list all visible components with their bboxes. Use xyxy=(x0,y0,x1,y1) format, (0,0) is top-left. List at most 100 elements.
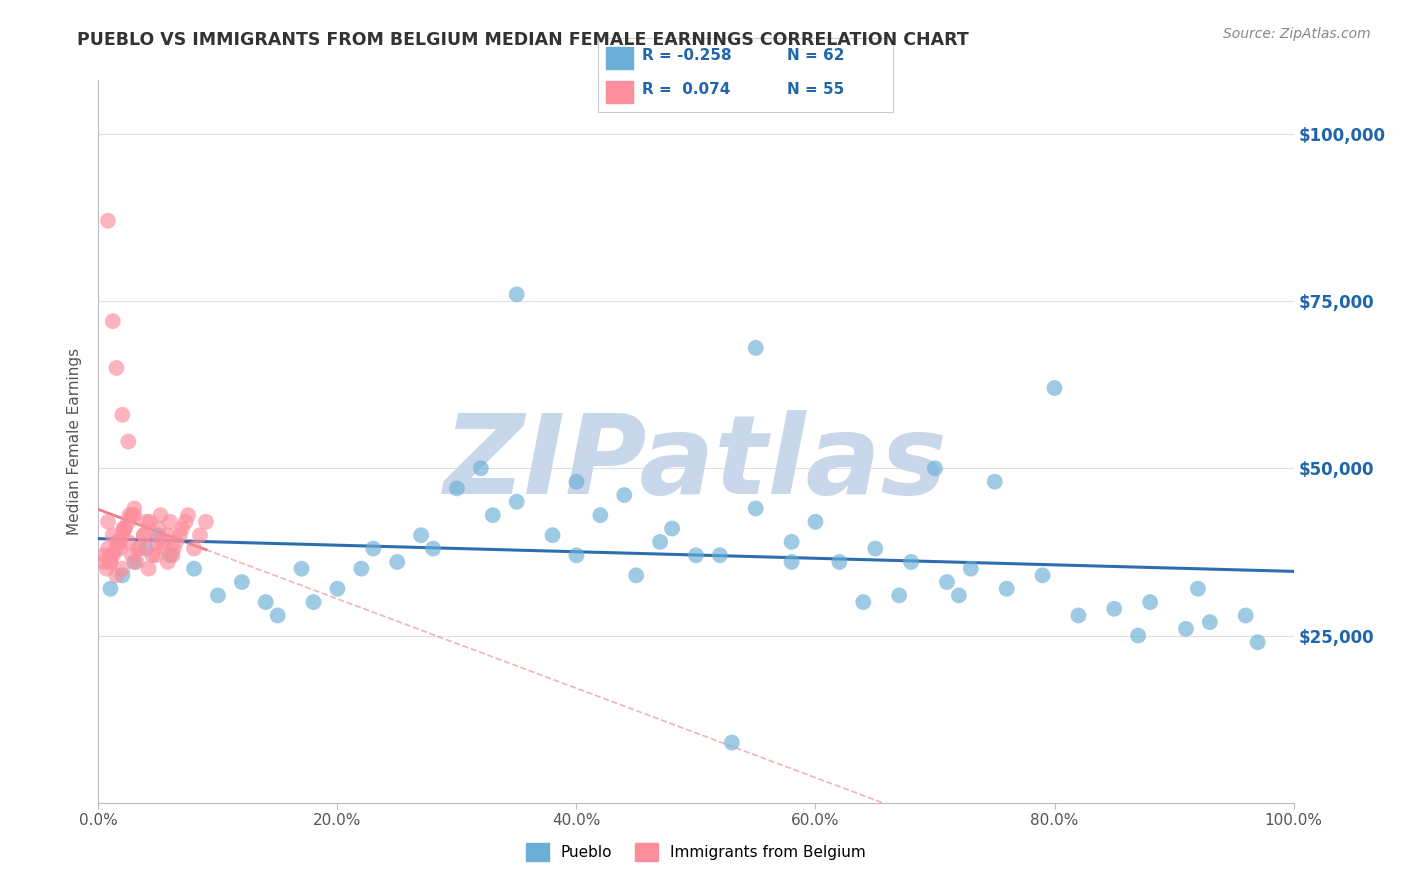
Text: R =  0.074: R = 0.074 xyxy=(641,82,730,97)
Bar xyxy=(606,81,633,103)
Point xyxy=(506,287,529,301)
Point xyxy=(385,555,409,569)
Point xyxy=(117,515,139,529)
Point xyxy=(1128,628,1150,642)
Point xyxy=(780,555,803,569)
Point xyxy=(648,534,672,549)
Point xyxy=(148,521,170,535)
Point xyxy=(188,528,211,542)
Point xyxy=(105,541,128,556)
Point xyxy=(97,213,120,227)
Point xyxy=(984,475,1007,489)
Point xyxy=(96,562,118,576)
Point xyxy=(156,555,179,569)
Point xyxy=(1139,595,1161,609)
Point xyxy=(661,521,683,535)
Point xyxy=(231,575,253,590)
Text: R = -0.258: R = -0.258 xyxy=(641,48,731,63)
Point xyxy=(121,548,143,563)
Point xyxy=(93,548,115,563)
Point xyxy=(98,555,122,569)
Point xyxy=(153,541,176,556)
Point xyxy=(589,508,612,523)
Point xyxy=(132,528,155,542)
Point xyxy=(804,515,827,529)
Point xyxy=(183,562,205,576)
Point xyxy=(141,548,163,563)
Legend: Pueblo, Immigrants from Belgium: Pueblo, Immigrants from Belgium xyxy=(520,837,872,867)
Point xyxy=(613,488,636,502)
Point xyxy=(108,541,131,556)
Point xyxy=(422,541,444,556)
Point xyxy=(135,541,157,556)
Point xyxy=(685,548,707,563)
Text: PUEBLO VS IMMIGRANTS FROM BELGIUM MEDIAN FEMALE EARNINGS CORRELATION CHART: PUEBLO VS IMMIGRANTS FROM BELGIUM MEDIAN… xyxy=(77,31,969,49)
Point xyxy=(565,548,588,563)
Point xyxy=(924,461,946,475)
Point xyxy=(481,508,505,523)
Point xyxy=(470,461,492,475)
Point xyxy=(108,534,131,549)
Point xyxy=(117,434,139,449)
Point xyxy=(828,555,851,569)
Text: ZIPatlas: ZIPatlas xyxy=(444,409,948,516)
Point xyxy=(111,408,134,422)
Point xyxy=(100,548,122,563)
Point xyxy=(183,541,205,556)
Y-axis label: Median Female Earnings: Median Female Earnings xyxy=(67,348,83,535)
Point xyxy=(98,555,122,569)
Point xyxy=(132,528,155,542)
Point xyxy=(114,521,136,535)
Point xyxy=(565,475,588,489)
Point xyxy=(124,555,146,569)
Point xyxy=(124,508,146,523)
Point xyxy=(626,568,648,582)
Text: N = 55: N = 55 xyxy=(786,82,844,97)
Point xyxy=(163,541,186,556)
Point xyxy=(159,515,181,529)
Point xyxy=(865,541,887,556)
Point xyxy=(101,548,124,563)
Point xyxy=(112,521,135,535)
Point xyxy=(936,575,959,590)
Point xyxy=(111,528,134,542)
Point xyxy=(127,541,149,556)
Point xyxy=(114,521,136,535)
Point xyxy=(165,534,187,549)
Point xyxy=(118,508,141,523)
Point xyxy=(207,589,229,603)
Point xyxy=(107,534,129,549)
Point xyxy=(1067,608,1090,623)
Point xyxy=(411,528,433,542)
Point xyxy=(149,508,172,523)
Point xyxy=(145,534,167,549)
Bar xyxy=(606,47,633,69)
Point xyxy=(177,508,200,523)
Point xyxy=(254,595,277,609)
Point xyxy=(129,541,152,556)
Point xyxy=(267,608,290,623)
Point xyxy=(1104,602,1126,616)
Point xyxy=(900,555,922,569)
Point xyxy=(169,528,191,542)
Point xyxy=(1043,381,1066,395)
Point xyxy=(97,541,120,556)
Point xyxy=(745,501,768,516)
Point xyxy=(541,528,564,542)
Point xyxy=(148,528,170,542)
Point xyxy=(1247,635,1270,649)
Point xyxy=(172,521,194,535)
Point xyxy=(960,562,983,576)
Point xyxy=(105,568,128,582)
Point xyxy=(101,528,124,542)
Point xyxy=(291,562,314,576)
Text: N = 62: N = 62 xyxy=(786,48,844,63)
Point xyxy=(948,589,970,603)
Point xyxy=(162,548,184,563)
Point xyxy=(125,555,148,569)
Point xyxy=(1187,582,1209,596)
Point xyxy=(121,508,143,523)
Point xyxy=(145,548,167,563)
Point xyxy=(780,534,803,549)
Point xyxy=(138,562,160,576)
